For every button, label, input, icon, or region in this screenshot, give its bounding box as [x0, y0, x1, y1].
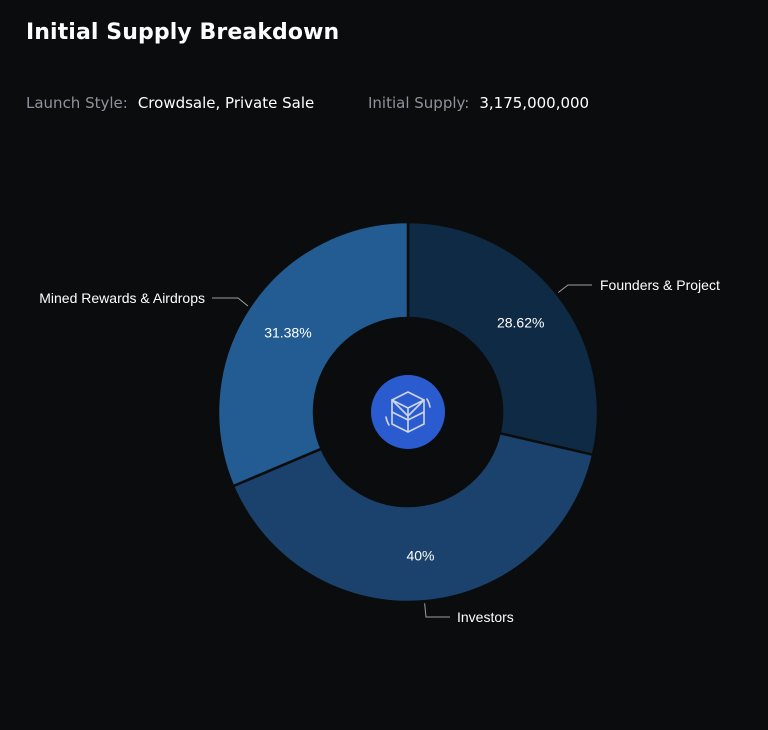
- callout-line-founders-and-project: [557, 284, 592, 293]
- chart-percent-labels: 28.62% 40% 31.38%: [264, 314, 544, 563]
- initial-supply: Initial Supply: 3,175,000,000: [368, 94, 589, 112]
- initial-supply-label: Initial Supply:: [368, 94, 470, 112]
- slice-mined-rewards-and-airdrops[interactable]: [216, 220, 410, 488]
- percent-label-investors: 40%: [406, 547, 434, 563]
- category-label-investors: Investors: [457, 609, 514, 625]
- callout-line-mined-rewards-and-airdrops: [212, 297, 249, 307]
- category-label-founders-and-project: Founders & Project: [600, 277, 720, 293]
- percent-label-founders-and-project: 28.62%: [497, 314, 544, 330]
- launch-style-value: Crowdsale, Private Sale: [137, 94, 315, 112]
- initial-supply-value: 3,175,000,000: [479, 94, 590, 112]
- chart-slices: [216, 220, 600, 604]
- launch-style: Launch Style: Crowdsale, Private Sale: [26, 94, 314, 112]
- launch-style-label: Launch Style:: [26, 94, 128, 112]
- percent-label-mined-rewards-and-airdrops: 31.38%: [264, 324, 311, 340]
- page-title: Initial Supply Breakdown: [26, 20, 340, 45]
- category-label-mined-rewards-and-airdrops: Mined Rewards & Airdrops: [39, 290, 205, 306]
- callout-line-investors: [424, 603, 450, 618]
- fantom-logo-icon: [371, 375, 445, 449]
- chart-callouts: Founders & Project Investors Mined Rewards…: [39, 277, 720, 625]
- slice-investors[interactable]: [231, 431, 595, 604]
- slice-founders-and-project[interactable]: [406, 220, 600, 457]
